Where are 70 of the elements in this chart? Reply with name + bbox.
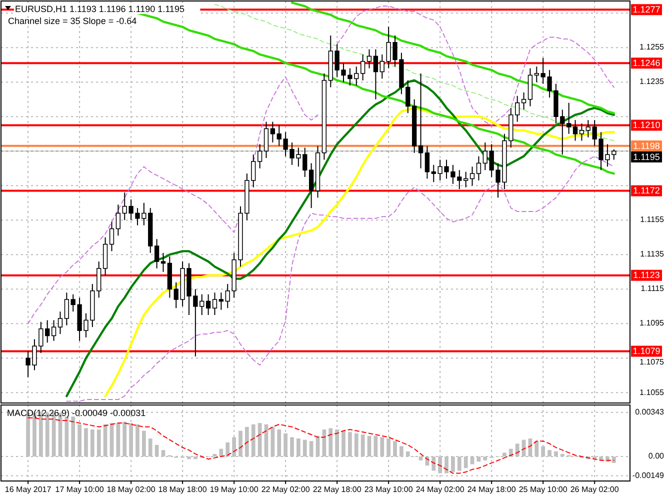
ref-line-label: 1.1195 [633,152,660,162]
y-tick-label: 1.1115 [640,284,665,294]
candlestick [257,144,262,169]
candlestick [206,294,211,316]
candlestick [270,121,276,143]
x-tick-label: 25 May 10:00 [518,485,568,494]
x-tick-label: 23 May 10:00 [364,485,414,494]
candlestick [566,102,572,134]
line-series [214,4,614,142]
candlestick [534,66,539,83]
candlestick [308,162,314,209]
x-tick-label: 26 May 02:00 [570,485,620,494]
candlestick [470,166,475,186]
candlestick [464,171,468,188]
text: Channel size = 35 Slope = -0.64 [8,16,137,26]
line-series [28,417,614,474]
ref-line-label: 1.1172 [633,186,660,196]
candlestick [418,72,424,169]
candlestick [579,123,584,142]
x-tick-label: 24 May 02:00 [416,485,465,494]
candlestick [109,221,114,252]
x-tick-label: 22 May 18:00 [312,485,362,494]
y-tick-label: 1.1075 [640,357,665,366]
y-tick-label: 0.00 [648,452,665,461]
x-tick-label: 18 May 02:00 [106,485,156,494]
candlestick [264,121,269,159]
x-tick-label: 17 May 10:00 [55,485,104,494]
x-tick-label: 22 May 02:00 [261,485,310,494]
ref-line-label: 1.1277 [632,4,660,14]
ref-line-label: 1.1198 [633,140,660,151]
candlestick [212,292,218,316]
y-tick-label: 1.1235 [640,77,665,86]
ref-line-label: 1.1246 [632,58,660,68]
candlestick [476,156,482,181]
x-tick-label: 16 May 2017 [4,485,52,494]
candlestick [64,292,69,326]
line-series [66,79,616,398]
x-tick-label: 24 May 18:00 [467,485,516,494]
candlestick [360,54,366,81]
candlestick [116,204,121,236]
y-tick-label: 1.1095 [640,318,665,328]
y-tick-label: 0.00343 [635,407,665,416]
candlestick [58,311,63,334]
candlestick [154,238,160,269]
candlestick [366,48,372,69]
candlestick [373,48,378,100]
candlestick [218,292,224,310]
line-series [136,12,616,175]
y-tick-label: 1.1135 [640,250,665,259]
candlestick [160,252,166,272]
candlestick [586,120,590,138]
line-series [290,2,616,114]
candlestick [51,320,56,342]
chart-title: EURUSD,H1 1.1193 1.1196 1.1190 1.1195 [15,4,184,14]
candlestick [45,320,50,344]
chart-title: MACD(12,26,9) -0.00049 -0.00031 [7,408,146,418]
y-tick-label: 1.1255 [640,42,665,52]
y-tick-label: 1.1155 [640,215,665,224]
candlestick [515,95,520,122]
x-tick-label: 18 May 18:00 [158,485,208,494]
y-tick-label: -0.00149 [632,470,665,480]
x-tick-label: 19 May 10:00 [210,485,259,494]
candlestick [572,120,578,142]
ref-line-label: 1.1210 [632,120,660,130]
ref-line-label: 1.1079 [632,346,660,356]
y-tick-label: 1.1055 [640,388,665,397]
candlestick [424,145,430,180]
ref-line-label: 1.1123 [633,270,660,280]
candlestick [521,92,526,110]
line-series [104,106,616,398]
